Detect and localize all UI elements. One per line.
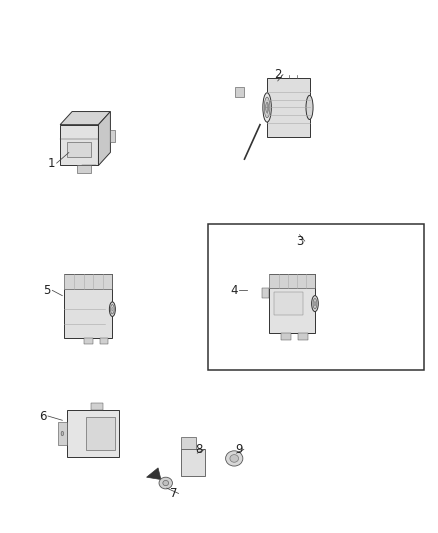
Ellipse shape [314, 302, 316, 305]
Polygon shape [298, 333, 308, 340]
Ellipse shape [61, 431, 64, 435]
Ellipse shape [264, 97, 270, 118]
Ellipse shape [110, 302, 115, 317]
Ellipse shape [313, 298, 317, 309]
Ellipse shape [230, 455, 239, 462]
Ellipse shape [263, 93, 271, 122]
Polygon shape [84, 338, 93, 344]
Text: 7: 7 [170, 487, 177, 500]
Polygon shape [64, 274, 113, 289]
Text: 9: 9 [235, 443, 242, 456]
Bar [208, 224, 424, 370]
Text: 6: 6 [39, 409, 46, 423]
Ellipse shape [311, 296, 318, 312]
Polygon shape [86, 417, 115, 449]
Polygon shape [110, 131, 115, 142]
Polygon shape [99, 111, 110, 165]
Polygon shape [64, 274, 113, 338]
Polygon shape [274, 292, 303, 316]
Polygon shape [60, 111, 110, 125]
Text: 2: 2 [274, 68, 282, 81]
Text: 1: 1 [48, 157, 55, 169]
Polygon shape [181, 438, 197, 449]
Text: 3: 3 [296, 235, 303, 247]
Polygon shape [267, 78, 310, 137]
Polygon shape [91, 403, 102, 410]
Ellipse shape [163, 480, 169, 486]
Text: 8: 8 [196, 443, 203, 456]
Ellipse shape [226, 451, 243, 466]
Polygon shape [100, 338, 108, 344]
Ellipse shape [110, 304, 114, 314]
Polygon shape [262, 288, 269, 298]
Ellipse shape [159, 477, 173, 489]
Text: 4: 4 [230, 284, 238, 297]
Polygon shape [67, 410, 119, 457]
Polygon shape [269, 274, 315, 288]
Ellipse shape [266, 102, 268, 112]
Polygon shape [269, 274, 315, 333]
Polygon shape [67, 142, 91, 157]
Ellipse shape [112, 308, 113, 311]
Polygon shape [235, 87, 244, 97]
Polygon shape [181, 449, 205, 476]
Ellipse shape [306, 95, 313, 119]
Text: 5: 5 [43, 284, 51, 297]
Polygon shape [147, 468, 161, 480]
Polygon shape [77, 165, 91, 173]
Polygon shape [58, 422, 67, 445]
Polygon shape [282, 333, 291, 340]
Polygon shape [60, 125, 99, 165]
